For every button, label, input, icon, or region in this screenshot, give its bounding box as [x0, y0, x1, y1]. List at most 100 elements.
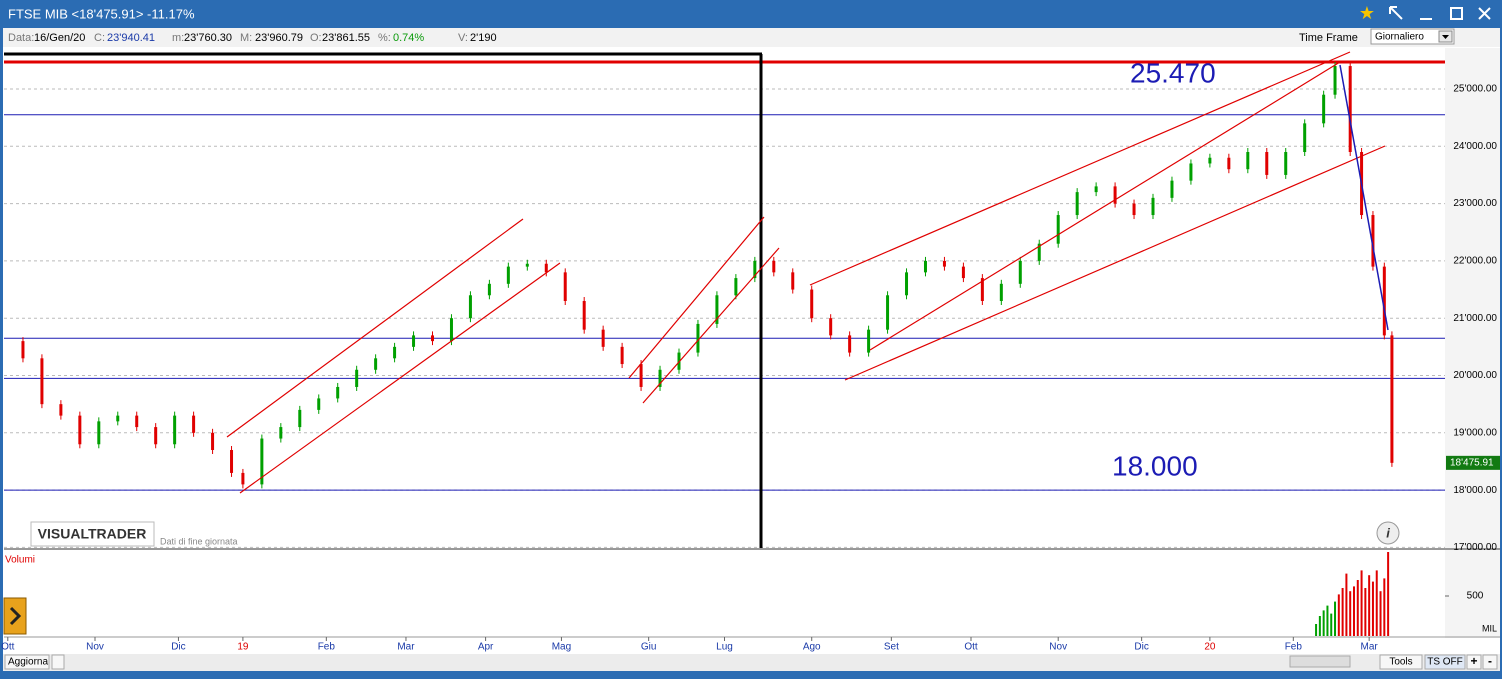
zoom-in-button[interactable] [1466, 654, 1482, 670]
side-toggle[interactable] [3, 597, 27, 635]
candle [772, 260, 776, 273]
candle [1170, 180, 1174, 198]
volume-bar [1334, 601, 1337, 636]
level-label: 18.000 [1112, 451, 1198, 482]
candle [1348, 66, 1352, 153]
candle [1056, 215, 1060, 244]
info-icon: i [1386, 525, 1390, 540]
info-button[interactable] [1376, 521, 1400, 545]
trend-line [869, 61, 1341, 351]
candle [563, 272, 567, 302]
pin-button[interactable] [1389, 6, 1403, 20]
candle [393, 346, 397, 359]
y-tick-label: 17'000.00 [1453, 542, 1497, 553]
candle [1371, 215, 1375, 267]
info-value: 23'760.30 [184, 32, 232, 44]
candle [734, 278, 738, 296]
x-tick-label: Apr [478, 642, 494, 653]
volume-title: Volumi [5, 555, 35, 566]
x-tick-label: Ott [964, 642, 978, 653]
candle [1018, 260, 1022, 284]
candle [1037, 243, 1041, 261]
candle [135, 415, 139, 428]
y-tick-label: 23'000.00 [1453, 198, 1497, 209]
ts-button[interactable] [1424, 654, 1466, 670]
volume-bar [1318, 616, 1321, 636]
scroll-left[interactable] [51, 654, 65, 670]
info-bar [3, 28, 1500, 47]
candle [154, 427, 158, 445]
candle [810, 289, 814, 319]
trend-line [628, 216, 765, 379]
info-value: 23'861.55 [322, 32, 370, 44]
candle [355, 369, 359, 387]
volume-bar [1360, 570, 1363, 636]
volume-bar [1326, 605, 1329, 636]
candle [116, 415, 120, 422]
volume-bar [1368, 575, 1371, 636]
x-tick-label: Feb [1285, 642, 1303, 653]
candle [279, 427, 283, 439]
candle [942, 260, 946, 267]
maximize-button[interactable] [1450, 7, 1463, 20]
candle [905, 272, 909, 296]
volume-bar [1315, 624, 1318, 636]
x-tick-label: 19 [237, 642, 249, 653]
trend-line [226, 218, 524, 438]
x-tick-label: Mag [552, 642, 571, 653]
time-frame-label: Time Frame [1299, 32, 1358, 44]
candle [620, 346, 624, 365]
candle [1208, 157, 1212, 164]
volume-bar [1375, 570, 1378, 636]
status-bar [3, 654, 1500, 671]
x-tick-label: Ott [1, 642, 15, 653]
y-tick-label: 18'000.00 [1453, 485, 1497, 496]
candle [1075, 192, 1079, 216]
candle [525, 263, 529, 267]
info-value: 16/Gen/20 [34, 32, 85, 44]
y-tick-label: 20'000.00 [1453, 370, 1497, 381]
candle [980, 278, 984, 302]
trend-line [844, 145, 1386, 381]
time-frame-select[interactable] [1370, 28, 1455, 45]
candle [211, 432, 215, 451]
volume-bar [1322, 610, 1325, 636]
candle [544, 263, 548, 273]
candle [506, 266, 510, 284]
candle [449, 318, 453, 342]
candle [1113, 186, 1117, 204]
candle [1322, 94, 1326, 124]
trend-line [809, 51, 1351, 286]
volume-bar [1352, 586, 1355, 636]
info-value: 23'960.79 [255, 32, 303, 44]
info-value: 2'190 [470, 32, 497, 44]
info-fields: Data: 16/Gen/20 C: 23'940.41 m: 23'760.3… [8, 32, 1358, 44]
candle [241, 472, 245, 485]
zoom-out-label: - [1488, 654, 1492, 668]
close-button[interactable] [1478, 7, 1491, 20]
trend-line [239, 262, 561, 494]
volume-bar [1341, 588, 1344, 636]
x-tick-label: Nov [1049, 642, 1067, 653]
x-tick-label: 20 [1204, 642, 1216, 653]
last-price-label: 18'475.91 [1450, 457, 1494, 468]
toggle-icon [9, 606, 22, 626]
price-axis [1445, 48, 1500, 638]
volume-bar [1379, 591, 1382, 636]
candle [791, 272, 795, 290]
candle [298, 409, 302, 428]
star-button[interactable]: ★ [1359, 3, 1375, 23]
scroll-thumb[interactable] [1289, 655, 1351, 668]
client-area [3, 28, 1500, 671]
candle [867, 329, 871, 353]
refresh-button[interactable] [4, 654, 50, 670]
candle [192, 415, 196, 433]
zoom-out-button[interactable] [1482, 654, 1498, 670]
level-label: 25.470 [1130, 57, 1216, 88]
data-note: Dati di fine giornata [160, 536, 238, 546]
info-value: 0.74% [393, 32, 424, 44]
tools-button[interactable] [1379, 654, 1423, 670]
info-label: V: [458, 32, 468, 44]
candle [848, 335, 852, 353]
candle [317, 398, 321, 410]
